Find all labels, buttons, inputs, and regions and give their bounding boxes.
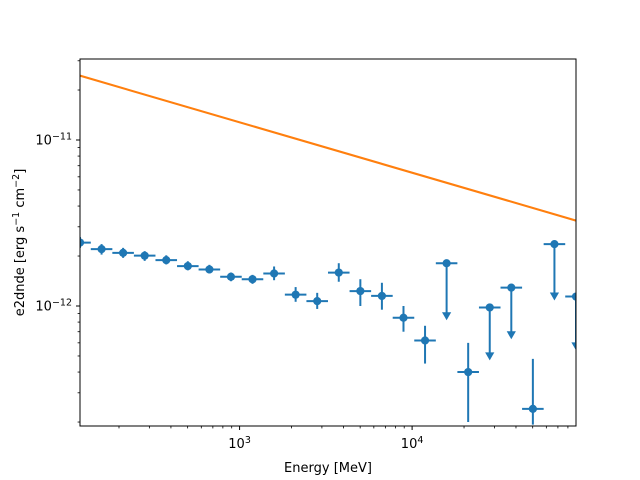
flux-point <box>414 325 436 364</box>
flux-point <box>349 279 372 306</box>
flux-point <box>112 247 134 258</box>
flux-point-marker <box>334 268 343 277</box>
down-arrow-icon <box>571 342 576 351</box>
y-axis-label: e2dnde [erg s−1 cm−2] <box>11 169 28 317</box>
flux-point <box>371 282 393 310</box>
flux-point-marker <box>485 303 494 312</box>
axes-spines <box>79 58 577 427</box>
flux-point <box>220 272 242 282</box>
flux-point-marker <box>571 292 576 301</box>
flux-point <box>327 263 350 282</box>
x-axis-label: Energy [MeV] <box>284 461 372 476</box>
flux-point-marker <box>442 259 451 268</box>
down-arrow-icon <box>485 352 495 361</box>
flux-point-marker <box>507 283 516 292</box>
flux-point <box>522 358 544 425</box>
flux-point-marker <box>420 336 430 345</box>
flux-point <box>133 251 156 261</box>
flux-point-marker <box>248 275 257 284</box>
y-tick-label: 10−12 <box>35 297 72 314</box>
flux-point-marker <box>313 297 322 306</box>
flux-point-marker <box>97 245 106 254</box>
flux-point <box>90 244 113 255</box>
flux-point-marker <box>162 256 171 265</box>
flux-point-marker <box>399 313 408 322</box>
flux-point-marker <box>377 291 387 301</box>
flux-point-marker <box>80 238 85 247</box>
flux-point <box>392 305 415 332</box>
flux-point <box>284 287 307 302</box>
flux-point <box>306 292 328 309</box>
plot-area <box>80 74 576 425</box>
flux-point <box>263 266 285 281</box>
down-arrow-icon <box>506 331 516 340</box>
flux-point <box>457 342 479 423</box>
flux-point-marker <box>550 239 559 249</box>
flux-point <box>155 255 178 265</box>
upper-limit-point <box>543 239 566 301</box>
down-arrow-icon <box>442 312 452 321</box>
flux-point-marker <box>356 286 365 296</box>
flux-point <box>198 264 221 274</box>
upper-limit-point <box>500 283 523 340</box>
down-arrow-icon <box>549 292 560 301</box>
upper-limit-point <box>565 292 576 351</box>
flux-point <box>177 261 199 271</box>
flux-point <box>241 274 264 284</box>
flux-point-marker <box>226 272 236 281</box>
x-tick-label: 104 <box>401 435 424 452</box>
flux-point-marker <box>528 404 537 413</box>
flux-point-marker <box>291 290 300 299</box>
x-tick-label: 103 <box>228 435 251 452</box>
flux-point-marker <box>269 269 279 278</box>
flux-point-marker <box>183 261 192 271</box>
upper-limit-point <box>478 303 501 361</box>
flux-point-marker <box>119 248 128 257</box>
flux-point-marker <box>140 251 149 260</box>
axes: 103 104 10−11 10−12 e2dnde [erg s−1 cm−2] <box>11 58 577 452</box>
model-line <box>80 74 576 222</box>
flux-point-marker <box>464 367 473 377</box>
upper-limit-point <box>435 259 458 321</box>
y-tick-label: 10−11 <box>35 131 72 148</box>
flux-point-marker <box>205 265 214 274</box>
